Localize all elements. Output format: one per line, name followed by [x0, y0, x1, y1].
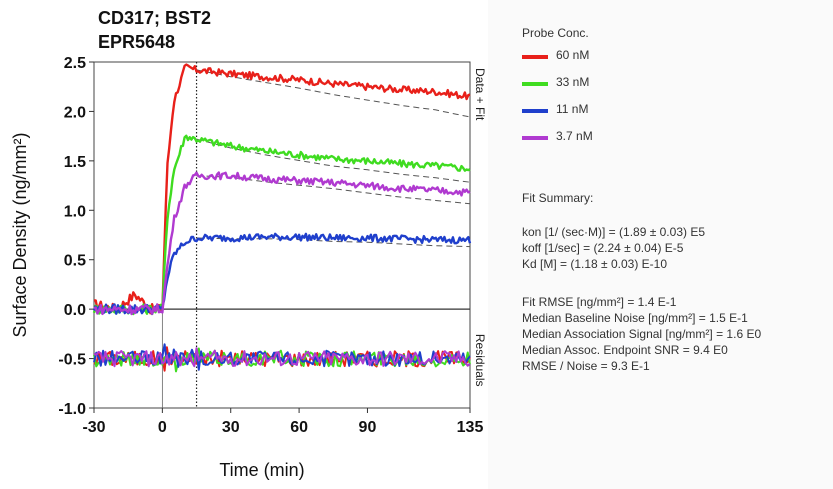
right-label-residuals: Residuals	[473, 334, 487, 387]
y-tick-label: 0.0	[64, 302, 86, 319]
x-tick-label: 90	[359, 419, 377, 436]
legend-swatch	[522, 55, 548, 59]
fit-quality-block: Fit RMSE [ng/mm²] = 1.4 E-1 Median Basel…	[522, 294, 761, 374]
right-label-data-fit: Data + Fit	[473, 68, 487, 121]
plot-frame	[93, 61, 471, 409]
fit-summary-header: Fit Summary:	[522, 191, 594, 205]
y-tick-label: -1.0	[58, 401, 86, 418]
fit-baseline-noise: Median Baseline Noise [ng/mm²] = 1.5 E-1	[522, 311, 748, 325]
fit-kinetics-block: kon [1/ (sec·M)] = (1.89 ± 0.03) E5 koff…	[522, 224, 705, 272]
legend-item: 33 nM	[522, 75, 642, 93]
x-tick-label: -30	[82, 419, 105, 436]
y-axis-label: Surface Density (ng/mm²)	[10, 132, 30, 337]
fit-kd: Kd [M] = (1.18 ± 0.03) E-10	[522, 257, 667, 271]
fit-endpoint-snr: Median Assoc. Endpoint SNR = 9.4 E0	[522, 343, 728, 357]
y-tick-label: 1.5	[64, 154, 86, 171]
fit-koff: koff [1/sec] = (2.24 ± 0.04) E-5	[522, 241, 684, 255]
fit-line-0	[196, 69, 471, 118]
legend-label: 11 nM	[556, 102, 589, 116]
x-tick-label: 135	[457, 419, 484, 436]
legend-label: 3.7 nM	[556, 129, 593, 143]
fit-rmse: Fit RMSE [ng/mm²] = 1.4 E-1	[522, 295, 677, 309]
legend-item: 11 nM	[522, 102, 642, 120]
x-tick-label: 60	[290, 419, 308, 436]
legend-label: 33 nM	[556, 75, 590, 89]
legend-item: 60 nM	[522, 48, 642, 66]
x-tick-label: 0	[158, 419, 167, 436]
x-tick-label: 30	[222, 419, 240, 436]
residual-line-3	[93, 347, 471, 368]
fit-kon: kon [1/ (sec·M)] = (1.89 ± 0.03) E5	[522, 225, 705, 239]
chart-title: CD317; BST2	[98, 8, 212, 28]
fit-line-1	[196, 138, 471, 183]
chart-subtitle: EPR5648	[98, 32, 176, 52]
fit-association-signal: Median Association Signal [ng/mm²] = 1.6…	[522, 327, 762, 341]
data-line-3	[93, 171, 471, 316]
y-tick-label: -0.5	[58, 352, 86, 369]
legend-swatch	[522, 82, 548, 86]
legend-label: 60 nM	[556, 48, 590, 62]
fit-rmse-noise: RMSE / Noise = 9.3 E-1	[522, 359, 650, 373]
x-axis-label: Time (min)	[219, 460, 304, 480]
y-tick-label: 0.5	[64, 253, 86, 270]
y-tick-label: 2.0	[64, 104, 86, 121]
y-tick-label: 2.5	[64, 55, 86, 72]
legend-swatch	[522, 109, 548, 113]
legend-panel	[488, 0, 833, 489]
legend-swatch	[522, 136, 548, 140]
legend-item: 3.7 nM	[522, 129, 642, 147]
legend-header: Probe Conc.	[522, 26, 589, 40]
y-tick-label: 1.0	[64, 203, 86, 220]
